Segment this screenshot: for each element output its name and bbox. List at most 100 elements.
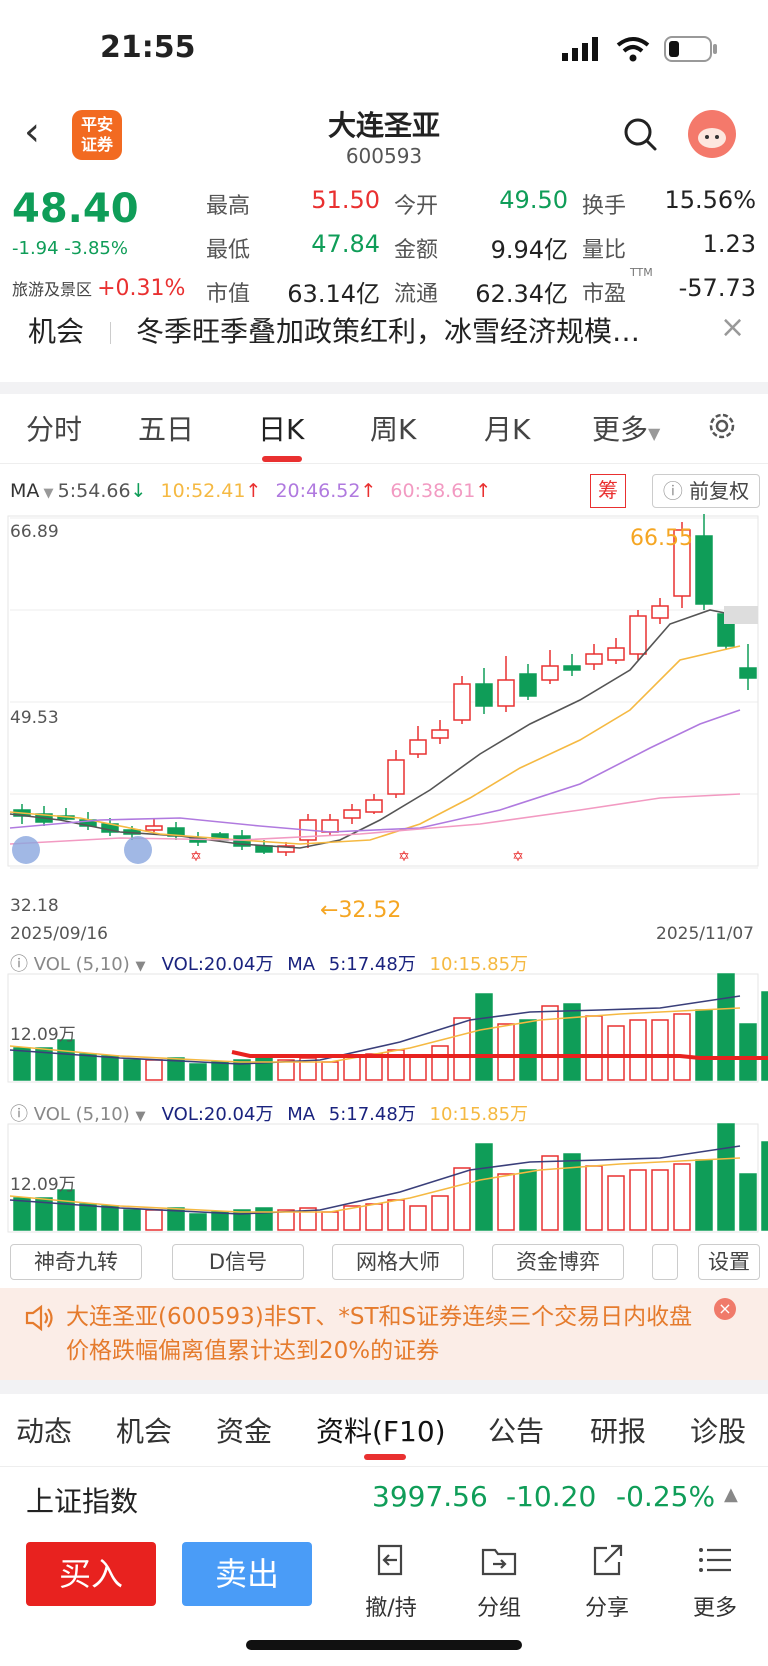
candle-body [497, 679, 515, 707]
volume-bar [299, 1207, 317, 1231]
volume-bar [497, 1173, 515, 1231]
caret-up-icon[interactable]: ▲ [724, 1484, 738, 1505]
stat-label: 流通 [394, 282, 439, 307]
volume-bar [651, 1169, 669, 1231]
volume-bar [101, 1055, 119, 1081]
group-button[interactable]: 分组 [454, 1540, 544, 1622]
volume-bar [145, 1059, 163, 1081]
tab-five-day[interactable]: 五日 [138, 413, 195, 446]
ma20-line [9, 709, 741, 833]
volume-bar [35, 1047, 53, 1081]
volume-chart-1[interactable] [0, 972, 768, 1084]
caret-down-icon: ▼ [135, 1109, 150, 1124]
warning-banner[interactable] [0, 1288, 768, 1380]
signal-icon [562, 37, 598, 61]
index-name[interactable]: 上证指数 [26, 1485, 139, 1518]
index-change: -10.20 [506, 1480, 597, 1513]
vol-panel-header[interactable]: ⓘ VOL (5,10) ▼ VOL:20.04万 MA 5:17.48万 10… [10, 1100, 528, 1126]
zoom-icon [124, 836, 152, 864]
warning-text: 大连圣亚(600593)非ST、*ST和S证券连续三个交易日内收盘价格跌幅偏离值… [66, 1304, 693, 1364]
section-divider [0, 1380, 768, 1394]
down-arrow-icon: ↓ [130, 480, 147, 502]
up-arrow-icon: ↑ [360, 480, 377, 502]
tab-opportunity[interactable]: 机会 [116, 1415, 173, 1448]
close-icon[interactable]: × [714, 1298, 736, 1320]
caret-down-icon: ▼ [39, 486, 58, 501]
volume-bar [321, 1061, 339, 1081]
sector-info[interactable]: 旅游及景区 +0.31% [12, 276, 185, 301]
share-button[interactable]: 分享 [562, 1540, 652, 1622]
candle-body [277, 845, 295, 853]
status-icons [562, 36, 718, 62]
volume-bar [13, 1047, 31, 1081]
volume-bar [717, 1123, 735, 1231]
adjust-price-button[interactable]: ⓘ 前复权 [652, 474, 760, 508]
candle-body [145, 825, 163, 831]
news-headline[interactable]: 冬季旺季叠加政策红利，冰雪经济规模… [136, 315, 641, 348]
close-icon[interactable]: × [720, 310, 746, 345]
info-icon: ⓘ [10, 954, 28, 975]
tab-intraday[interactable]: 分时 [26, 413, 83, 446]
tab-announcement[interactable]: 公告 [488, 1415, 545, 1448]
more-indicator-button[interactable] [652, 1244, 678, 1280]
date-start-label: 2025/09/16 [10, 924, 108, 944]
tab-funds[interactable]: 资金 [216, 1415, 273, 1448]
d-signal-button[interactable]: D信号 [172, 1244, 304, 1280]
tab-news[interactable]: 动态 [16, 1415, 73, 1448]
candle-body [651, 605, 669, 619]
ma10-line [9, 645, 741, 845]
signal-marker-icon: ✡ [190, 849, 202, 865]
nine-turn-button[interactable]: 神奇九转 [10, 1244, 142, 1280]
speaker-icon [25, 1304, 53, 1332]
candle-body [541, 665, 559, 681]
settings-gear-icon[interactable] [706, 410, 738, 442]
search-icon[interactable] [622, 116, 658, 152]
kline-chart[interactable]: ✡ ✡ ✡ [0, 514, 768, 930]
volume-chart-2[interactable] [0, 1122, 768, 1234]
up-arrow-icon: ↑ [475, 480, 492, 502]
chip-distribution-button[interactable]: 筹 [590, 474, 626, 508]
tab-diagnosis[interactable]: 诊股 [690, 1415, 747, 1448]
candle-body [255, 845, 273, 853]
low-price-value: 32.52 [338, 898, 402, 923]
logo-text-1: 平安 [80, 115, 113, 134]
tab-monthly-k[interactable]: 月K [484, 413, 531, 446]
sell-button[interactable]: 卖出 [182, 1542, 312, 1606]
sector-name: 旅游及景区 [12, 280, 93, 299]
ma-legend[interactable]: MA ▼ 5:54.66↓ 10:52.41↑ 20:46.52↑ 60:38.… [10, 480, 491, 502]
current-price: 48.40 [12, 186, 139, 232]
candle-body [453, 683, 471, 721]
volume-bar [607, 1025, 625, 1081]
candle-body [387, 759, 405, 795]
stat-label: 最高 [206, 194, 251, 219]
candle-body [607, 647, 625, 661]
tab-daily-k[interactable]: 日K [258, 413, 305, 446]
vol-ma10-line [9, 1157, 741, 1213]
stock-name: 大连圣亚 [327, 109, 440, 142]
tab-f10[interactable]: 资料(F10) [316, 1415, 446, 1448]
tab-research[interactable]: 研报 [590, 1415, 647, 1448]
avatar[interactable] [688, 110, 736, 158]
candle-body [695, 535, 713, 605]
cancel-hold-button[interactable]: 撤/持 [346, 1540, 436, 1622]
vol-y-label: 12.09万 [10, 1025, 76, 1045]
volume-bar [277, 1059, 295, 1081]
candle-body [563, 665, 581, 671]
back-icon[interactable]: ‹ [24, 109, 40, 155]
stat-value: -57.73 [678, 274, 756, 302]
vol-ma10: 10:15.85万 [429, 954, 529, 975]
grid-master-button[interactable]: 网格大师 [332, 1244, 464, 1280]
indicator-settings-button[interactable]: 设置 [698, 1244, 760, 1280]
tab-indicator [364, 1454, 406, 1460]
buy-button[interactable]: 买入 [26, 1542, 156, 1606]
signal-marker-icon: ✡ [512, 849, 524, 865]
tab-weekly-k[interactable]: 周K [370, 413, 417, 446]
stat-value: 51.50 [311, 186, 380, 214]
fund-game-button[interactable]: 资金博弈 [492, 1244, 624, 1280]
more-button[interactable]: 更多 [670, 1540, 760, 1622]
tab-more[interactable]: 更多▼ [592, 408, 660, 448]
candle-body [431, 729, 449, 739]
vol-value: VOL:20.04万 [161, 1104, 274, 1125]
vol-panel-header[interactable]: ⓘ VOL (5,10) ▼ VOL:20.04万 MA 5:17.48万 10… [10, 950, 528, 976]
volume-bar [321, 1211, 339, 1231]
